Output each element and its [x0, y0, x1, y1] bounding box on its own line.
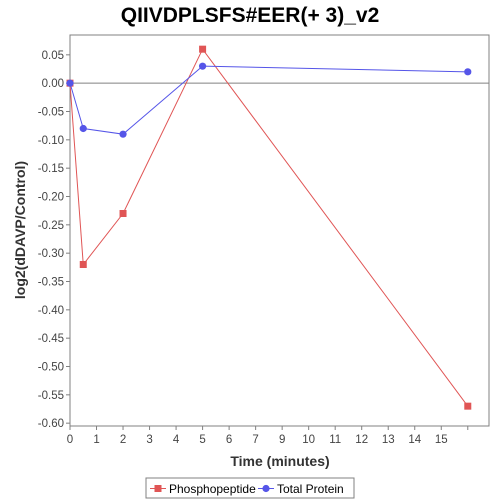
legend: Phosphopeptide Total Protein	[145, 477, 355, 499]
x-tick-label: 15	[435, 434, 448, 446]
y-tick-label: -0.05	[38, 107, 64, 119]
legend-marker-phosphopeptide	[154, 485, 162, 492]
x-tick-label: 2	[120, 434, 126, 446]
x-tick-label: 4	[173, 434, 180, 446]
data-point-phosphopeptide	[79, 261, 87, 268]
x-axis-label: Time (minutes)	[230, 453, 329, 469]
y-tick-label: -0.60	[38, 418, 64, 430]
data-point-total-protein	[464, 68, 472, 76]
data-point-phosphopeptide	[464, 402, 472, 410]
y-tick-label: -0.45	[38, 333, 64, 345]
y-axis: 0.05 0.00 -0.05 -0.10 -0.15 -0.20 -0.25 -0.30 -0…	[38, 50, 70, 430]
y-tick-label: 0.00	[42, 78, 64, 90]
data-point-total-protein	[119, 130, 127, 138]
data-point-total-protein	[79, 124, 87, 133]
legend-marker-total-protein	[262, 484, 270, 493]
y-tick-label: -0.30	[38, 248, 64, 260]
x-tick-label: 5	[199, 434, 205, 446]
y-tick-label: -0.55	[38, 390, 64, 402]
x-tick-label: 12	[355, 434, 368, 446]
y-tick-label: 0.05	[42, 50, 64, 62]
y-tick-label: -0.35	[38, 277, 64, 289]
y-tick-label: -0.50	[38, 362, 64, 374]
x-tick-label: 11	[329, 434, 341, 446]
y-tick-label: -0.10	[38, 135, 64, 147]
legend-label-phosphopeptide: Phosphopeptide	[169, 482, 256, 496]
y-axis-label: log2(dDAVP/Control)	[12, 161, 28, 299]
legend-box	[145, 477, 355, 499]
data-point-phosphopeptide	[199, 45, 207, 53]
x-tick-label: 7	[252, 434, 258, 446]
y-tick-label: -0.25	[38, 220, 64, 232]
x-tick-label: 3	[146, 434, 152, 446]
series-markers	[66, 45, 472, 410]
legend-label-total-protein: Total Protein	[277, 482, 344, 496]
y-tick-label: -0.40	[38, 305, 64, 317]
x-axis: 0 1 2 3 4 5 6 7 9 10 11 12 13 14 15	[67, 426, 469, 446]
y-tick-label: -0.20	[38, 192, 64, 204]
data-point-phosphopeptide	[119, 210, 127, 217]
x-tick-label: 0	[67, 434, 73, 446]
y-tick-label: -0.15	[38, 163, 64, 175]
x-tick-label: 6	[226, 434, 232, 446]
data-point-total-protein	[66, 79, 74, 87]
data-point-total-protein	[198, 62, 207, 70]
plot-area	[69, 34, 490, 427]
x-tick-label: 13	[382, 434, 395, 446]
x-tick-label: 14	[408, 434, 421, 446]
x-tick-label: 9	[279, 434, 285, 446]
x-tick-label: 10	[302, 434, 315, 446]
x-tick-label: 1	[93, 434, 99, 446]
chart-title: QIIVDPLSFS#EER(+ 3)_v2	[121, 4, 380, 27]
